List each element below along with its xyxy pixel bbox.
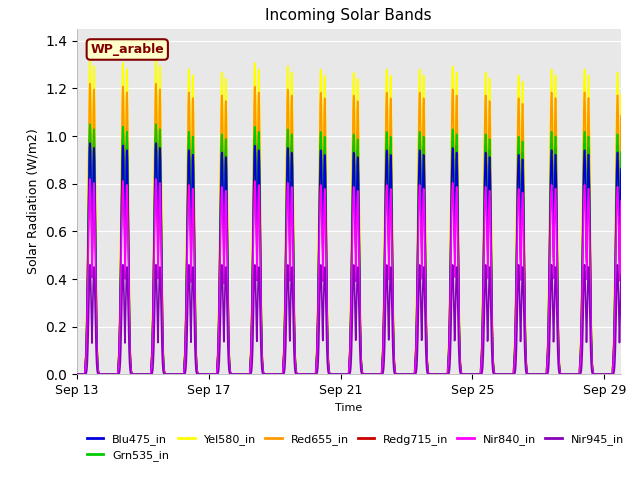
Legend: Blu475_in, Grn535_in, Yel580_in, Red655_in, Redg715_in, Nir840_in, Nir945_in: Blu475_in, Grn535_in, Yel580_in, Red655_… xyxy=(83,429,628,466)
Text: WP_arable: WP_arable xyxy=(90,43,164,56)
X-axis label: Time: Time xyxy=(335,403,362,413)
Y-axis label: Solar Radiation (W/m2): Solar Radiation (W/m2) xyxy=(26,129,40,275)
Title: Incoming Solar Bands: Incoming Solar Bands xyxy=(266,9,432,24)
